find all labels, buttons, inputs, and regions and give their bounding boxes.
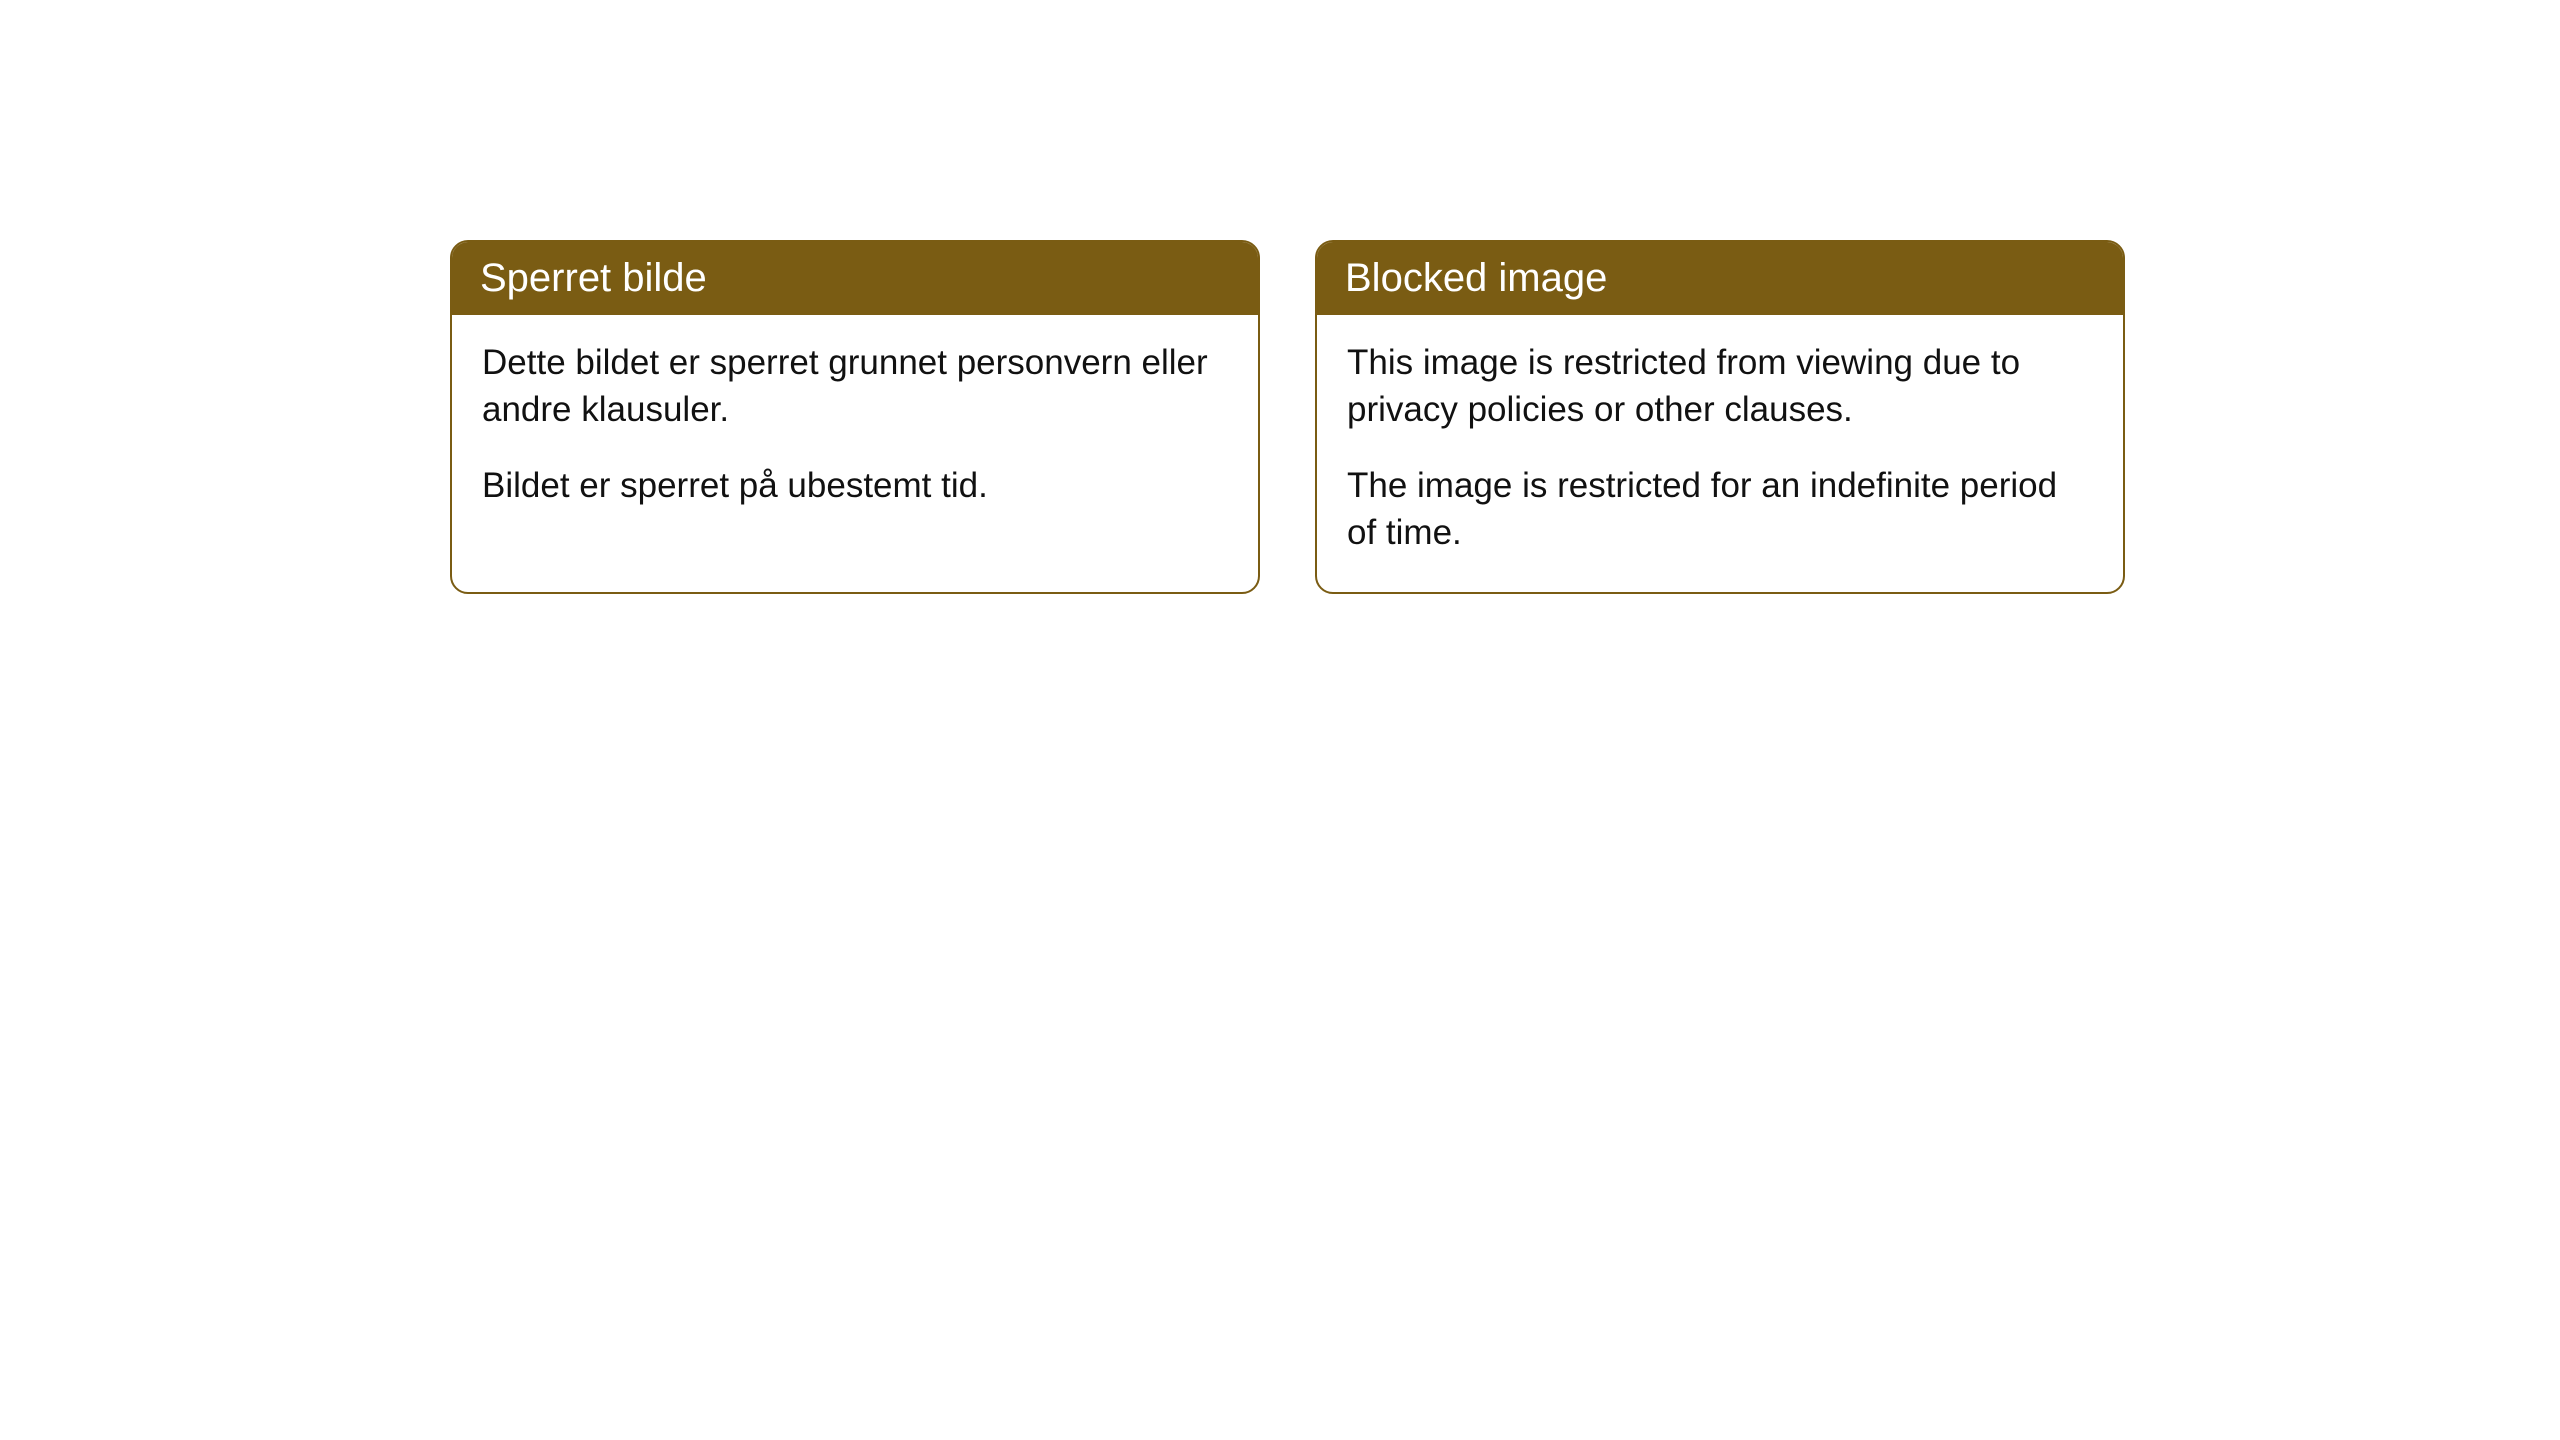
card-body-norwegian: Dette bildet er sperret grunnet personve… xyxy=(452,315,1258,545)
card-text-norwegian-2: Bildet er sperret på ubestemt tid. xyxy=(482,462,1228,509)
card-title-english: Blocked image xyxy=(1317,242,2123,315)
card-body-english: This image is restricted from viewing du… xyxy=(1317,315,2123,592)
card-text-norwegian-1: Dette bildet er sperret grunnet personve… xyxy=(482,339,1228,434)
card-text-english-1: This image is restricted from viewing du… xyxy=(1347,339,2093,434)
card-text-english-2: The image is restricted for an indefinit… xyxy=(1347,462,2093,557)
card-title-norwegian: Sperret bilde xyxy=(452,242,1258,315)
card-container: Sperret bilde Dette bildet er sperret gr… xyxy=(450,240,2125,594)
blocked-card-norwegian: Sperret bilde Dette bildet er sperret gr… xyxy=(450,240,1260,594)
blocked-card-english: Blocked image This image is restricted f… xyxy=(1315,240,2125,594)
